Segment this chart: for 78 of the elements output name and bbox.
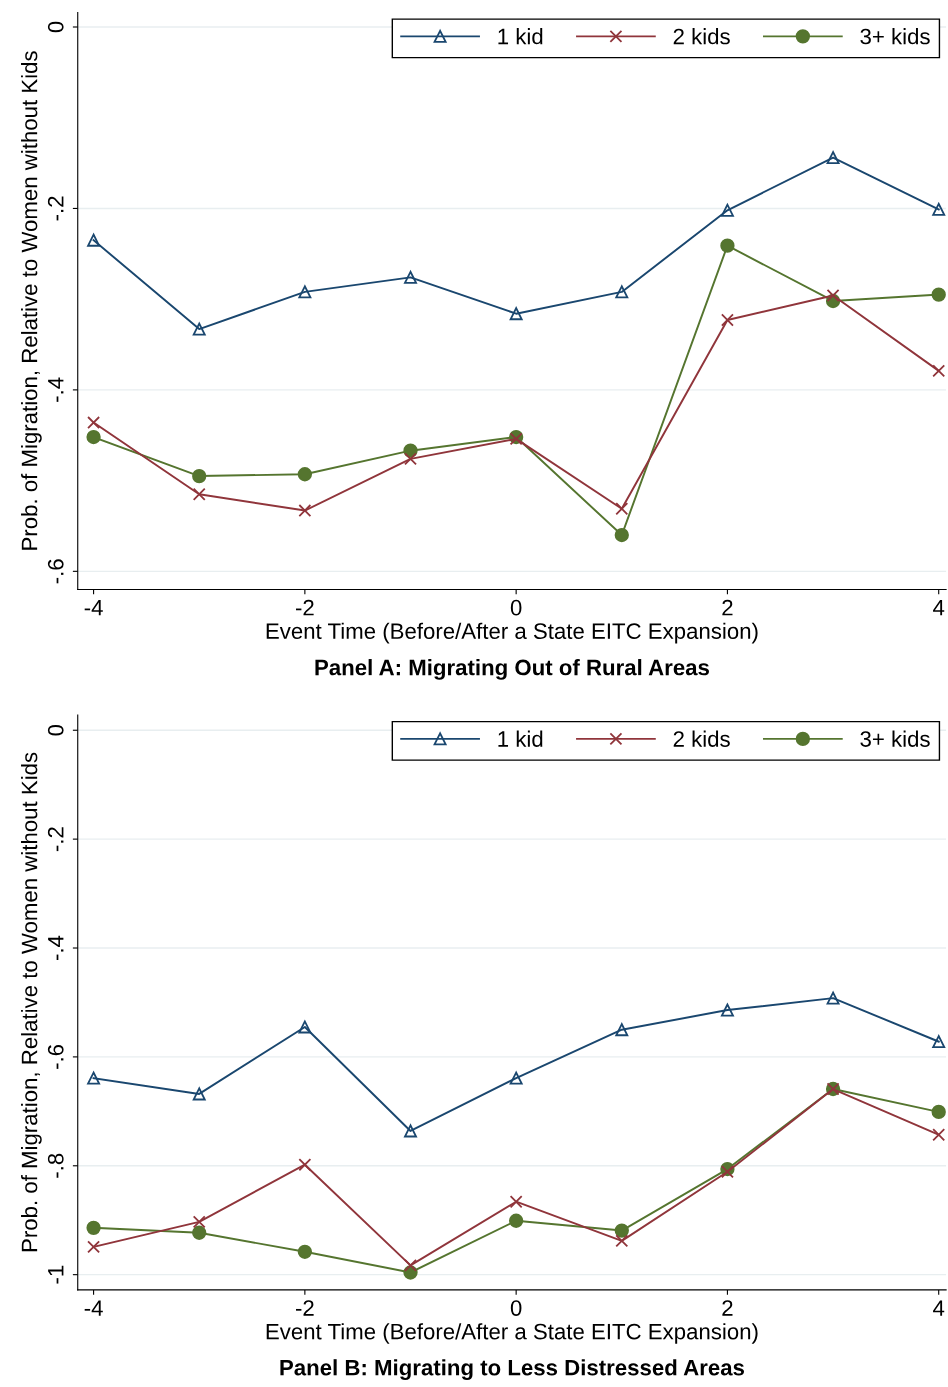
- point: [298, 1158, 312, 1172]
- point: [615, 502, 629, 516]
- point: [720, 1165, 734, 1179]
- point: [932, 1128, 946, 1142]
- x-tick-label: 0: [510, 599, 522, 616]
- y-axis-title: Prob. of Migration, Relative to Women without Kids: [21, 51, 42, 550]
- point: [509, 1195, 523, 1209]
- y-tick-label: -.2: [47, 196, 64, 221]
- point: [297, 467, 313, 482]
- point: [826, 991, 840, 1005]
- point: [298, 504, 312, 518]
- point: [87, 1071, 101, 1085]
- point: [298, 285, 312, 299]
- y-axis-title: Prob. of Migration, Relative to Women without Kids: [21, 752, 42, 1252]
- point: [192, 1225, 207, 1240]
- x-tick-label: 4: [933, 600, 945, 616]
- point: [87, 233, 101, 247]
- legend-label: 2 kids: [673, 730, 730, 747]
- y-tick-label: 0: [47, 724, 64, 736]
- point: [192, 487, 206, 501]
- point: [932, 202, 946, 216]
- x-axis-title: Event Time (Before/After a State EITC Expansion): [266, 622, 758, 644]
- x-tick-label: -4: [84, 600, 103, 616]
- point: [404, 1124, 417, 1138]
- point: [297, 1244, 313, 1259]
- x-tick-label: -2: [295, 599, 314, 616]
- point: [615, 1023, 629, 1037]
- x-tick-label: 0: [510, 1300, 522, 1316]
- point: [192, 1215, 206, 1229]
- y-tick-label: -.2: [47, 827, 64, 852]
- point: [720, 313, 734, 327]
- point: [87, 1240, 101, 1254]
- x-axis-title: Event Time (Before/After a State EITC Expansion): [266, 1323, 758, 1344]
- x-tick-label: 4: [933, 1300, 945, 1316]
- point: [86, 1220, 101, 1236]
- point: [192, 1087, 206, 1101]
- legend-label: 3+ kids: [860, 730, 930, 747]
- y-tick-label: -.6: [47, 559, 64, 584]
- y-tick-label: -.4: [48, 377, 64, 402]
- x-tick-label: 2: [722, 1300, 733, 1316]
- point: [192, 322, 206, 336]
- point: [720, 203, 734, 217]
- y-tick-label: -.6: [47, 1044, 64, 1069]
- x-tick-label: -2: [295, 1300, 314, 1316]
- point: [509, 1071, 523, 1085]
- x-tick-label: 2: [722, 599, 733, 616]
- point: [404, 452, 417, 466]
- point: [509, 307, 523, 321]
- legend-label: 2 kids: [673, 28, 730, 45]
- legend-label: 3+ kids: [860, 28, 930, 45]
- point: [932, 364, 946, 378]
- point: [86, 429, 101, 445]
- point: [298, 1020, 312, 1034]
- text: Panel B: Migrating to Less Distressed Areas: [280, 1359, 745, 1380]
- point: [404, 1258, 417, 1272]
- y-tick-label: 0: [47, 21, 64, 33]
- text: Panel A: Migrating Out of Rural Areas: [315, 659, 709, 680]
- point: [614, 1223, 629, 1238]
- point: [720, 1003, 734, 1017]
- point: [87, 416, 101, 430]
- point: [615, 1234, 629, 1248]
- point: [826, 289, 840, 302]
- point: [508, 1213, 524, 1228]
- point: [404, 270, 417, 284]
- point: [931, 1104, 946, 1120]
- y-tick-label: -.8: [47, 1153, 64, 1178]
- legend-label: 1 kid: [498, 730, 543, 747]
- y-tick-label: -.4: [48, 935, 64, 960]
- legend-label: 1 kid: [498, 28, 543, 45]
- point: [192, 468, 207, 484]
- point: [931, 287, 946, 302]
- x-tick-label: -4: [84, 1300, 103, 1316]
- y-tick-label: -1: [48, 1265, 64, 1284]
- point: [615, 285, 629, 299]
- point: [932, 1035, 946, 1049]
- point: [720, 238, 735, 253]
- point: [614, 527, 629, 543]
- point: [826, 151, 840, 165]
